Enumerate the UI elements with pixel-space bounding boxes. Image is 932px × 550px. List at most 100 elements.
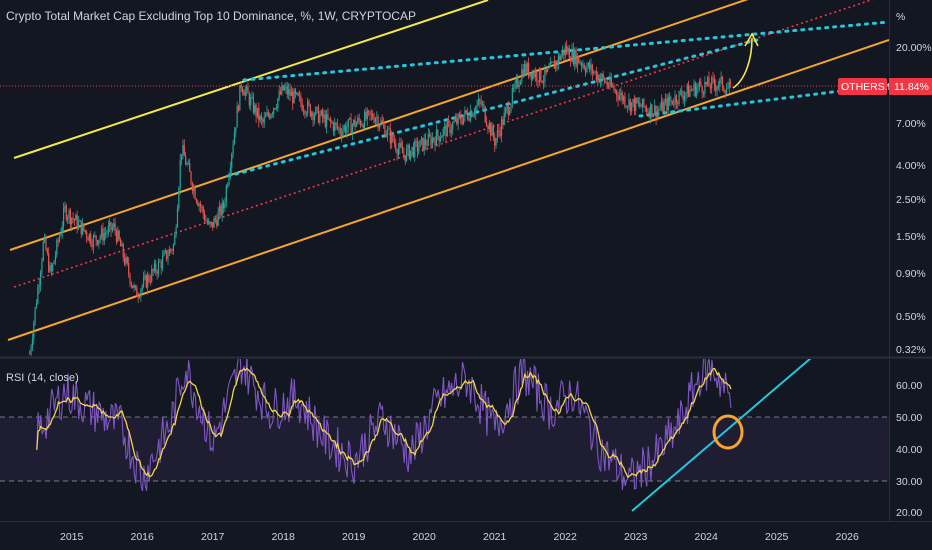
candle-body: [406, 148, 408, 162]
candle-body: [122, 243, 124, 258]
candle-body: [519, 81, 522, 85]
candle-body: [210, 221, 212, 225]
candle-body: [685, 92, 687, 96]
candle-body: [61, 226, 63, 233]
candle-body: [518, 84, 520, 88]
candle-body: [730, 82, 732, 84]
candle-body: [236, 105, 238, 128]
candle-body: [571, 48, 573, 62]
candle-body: [75, 215, 77, 221]
candle-body: [643, 98, 645, 107]
candle-body: [613, 86, 615, 91]
candle-body: [625, 106, 627, 108]
candle-body: [397, 148, 400, 155]
candle-body: [113, 223, 115, 228]
candle-body: [228, 175, 230, 186]
candle-body: [636, 98, 638, 103]
candle-body: [602, 74, 604, 78]
candle-body: [488, 123, 490, 129]
candle-body: [542, 81, 545, 83]
candle-body: [700, 81, 702, 87]
candle-body: [166, 250, 168, 260]
candle-body: [560, 55, 562, 61]
candle-body: [197, 201, 199, 206]
candle-body: [706, 77, 709, 85]
candle-body: [385, 134, 387, 137]
candle-body: [357, 117, 359, 123]
candle-body: [60, 232, 62, 236]
candle-body: [285, 86, 287, 88]
candle-body: [191, 183, 193, 192]
candle-body: [692, 89, 694, 91]
candle-body: [683, 95, 686, 101]
chart-title: Crypto Total Market Cap Excluding Top 10…: [6, 9, 416, 23]
candle-body: [347, 119, 349, 128]
candle-body: [290, 91, 292, 96]
candle-body: [248, 93, 250, 106]
candle-body: [370, 113, 372, 115]
candle-body: [189, 163, 191, 172]
price-tag-symbol: OTHERS.D: [841, 81, 896, 93]
candle-body: [532, 71, 534, 80]
candle-body: [411, 146, 413, 151]
candle-body: [534, 71, 537, 78]
candle-body: [68, 210, 70, 218]
candle-body: [377, 117, 379, 128]
candle-body: [346, 127, 348, 133]
candle-body: [157, 261, 160, 274]
candle-body: [334, 122, 336, 132]
candle-body: [38, 284, 40, 288]
candle-body: [522, 69, 524, 76]
candle-body: [462, 116, 465, 124]
candle-body: [244, 90, 246, 96]
candle-body: [176, 208, 179, 228]
candle-body: [523, 64, 526, 76]
candle-body: [64, 205, 66, 209]
candle-body: [107, 226, 109, 233]
candle-body: [591, 64, 593, 74]
candle-body: [721, 76, 724, 89]
candle-body: [130, 283, 132, 286]
candle-body: [487, 126, 489, 129]
candle-body: [372, 113, 374, 119]
candle-body: [464, 110, 466, 117]
rsi-tick-40: 40.00: [896, 444, 922, 456]
candle-body: [400, 142, 402, 147]
candle-body: [502, 119, 504, 125]
candle-body: [660, 100, 663, 109]
candle-body: [293, 89, 295, 104]
candle-body: [50, 265, 52, 271]
candle-body: [160, 261, 162, 269]
candle-body: [612, 85, 614, 87]
candle-body: [442, 128, 444, 137]
candle-body: [142, 277, 145, 286]
candle-body: [312, 112, 314, 121]
candle-body: [125, 257, 127, 265]
candle-body: [513, 88, 515, 90]
candle-body: [225, 186, 227, 203]
candle-body: [134, 285, 137, 288]
candle-body: [250, 97, 252, 106]
candle-body: [594, 71, 596, 73]
candle-body: [438, 136, 440, 142]
candle-body: [137, 296, 139, 298]
candle-body: [313, 114, 316, 121]
candle-body: [437, 129, 439, 137]
candle-body: [712, 77, 714, 79]
candle-body: [658, 109, 660, 111]
candle-body: [639, 102, 641, 107]
candle-body: [267, 112, 269, 115]
candle-body: [648, 111, 650, 118]
candle-body: [218, 205, 221, 213]
candle-body: [155, 263, 157, 272]
candle-body: [557, 55, 560, 65]
candle-body: [609, 78, 611, 87]
candle-body: [77, 221, 80, 229]
candle-body: [190, 171, 192, 184]
candle-body: [483, 104, 485, 107]
candle-body: [472, 114, 474, 117]
candle-body: [33, 322, 35, 340]
candle-body: [467, 112, 469, 119]
candle-body: [67, 217, 69, 220]
candle-body: [149, 281, 151, 282]
